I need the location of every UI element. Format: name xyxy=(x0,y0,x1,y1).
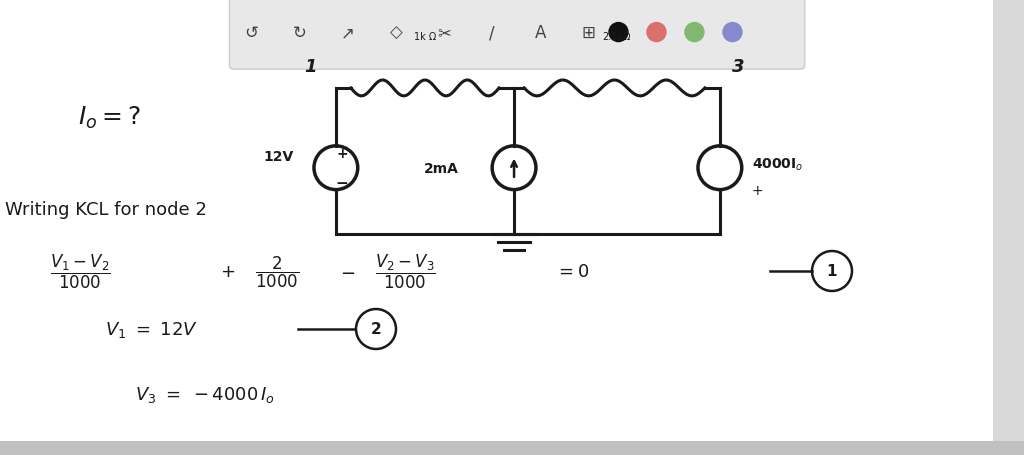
Text: 2mA: 2mA xyxy=(424,162,459,175)
Text: ✂: ✂ xyxy=(437,24,451,42)
Text: $\dfrac{V_1 - V_2}{1000}$: $\dfrac{V_1 - V_2}{1000}$ xyxy=(50,253,111,290)
Text: $V_3\ =\ -4000\,I_o$: $V_3\ =\ -4000\,I_o$ xyxy=(135,384,274,404)
Text: 1k Ω: 1k Ω xyxy=(414,32,436,42)
Text: $I_o = ?$: $I_o = ?$ xyxy=(78,105,141,131)
Text: +: + xyxy=(752,183,764,197)
Text: ↺: ↺ xyxy=(245,24,258,42)
Text: ◇: ◇ xyxy=(389,24,402,42)
Text: ↻: ↻ xyxy=(293,24,306,42)
Circle shape xyxy=(647,24,666,42)
Text: 4000I$_o$: 4000I$_o$ xyxy=(752,156,803,172)
Circle shape xyxy=(685,24,703,42)
Text: /: / xyxy=(489,24,495,42)
Text: 2.5kΩ: 2.5kΩ xyxy=(603,32,631,42)
Text: 1: 1 xyxy=(304,58,317,76)
Circle shape xyxy=(723,24,742,42)
Text: ↗: ↗ xyxy=(341,24,354,42)
Text: 3: 3 xyxy=(731,58,744,76)
Text: $\dfrac{2}{1000}$: $\dfrac{2}{1000}$ xyxy=(255,254,299,289)
Text: $-$: $-$ xyxy=(340,263,355,280)
Text: +: + xyxy=(336,147,348,161)
Text: $= 0$: $= 0$ xyxy=(555,263,589,280)
FancyBboxPatch shape xyxy=(229,0,805,70)
Text: $V_1\ =\ 12V$: $V_1\ =\ 12V$ xyxy=(105,319,198,339)
Text: A: A xyxy=(535,24,546,42)
Text: −: − xyxy=(336,176,348,191)
Text: 1: 1 xyxy=(826,264,838,279)
Text: $+$: $+$ xyxy=(220,263,236,280)
Bar xyxy=(993,0,1024,455)
Text: Writing KCL for node 2: Writing KCL for node 2 xyxy=(5,201,207,218)
Text: 12V: 12V xyxy=(263,149,294,163)
Text: $\dfrac{V_2 - V_3}{1000}$: $\dfrac{V_2 - V_3}{1000}$ xyxy=(375,253,436,290)
Text: 2: 2 xyxy=(371,322,381,337)
Circle shape xyxy=(609,24,628,42)
Text: ⊞: ⊞ xyxy=(582,24,595,42)
Bar xyxy=(0,441,1024,455)
